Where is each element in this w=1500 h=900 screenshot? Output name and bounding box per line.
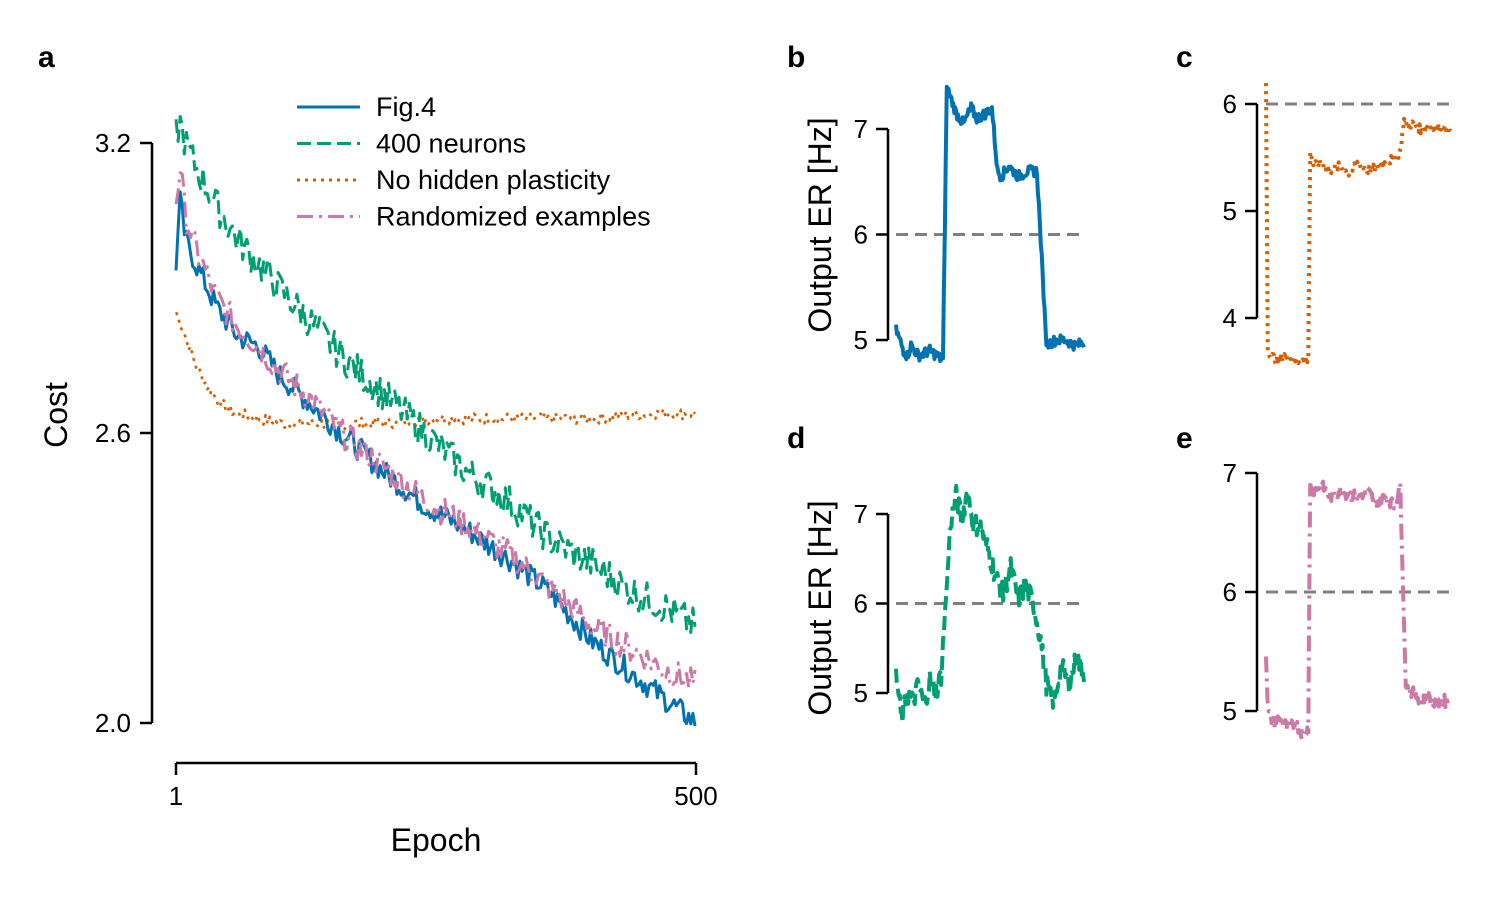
panel-e-y-tick-label: 6 xyxy=(1223,577,1237,607)
panel-letter-e: e xyxy=(1176,422,1193,455)
panel-d-output-rate: 5 6 7 xyxy=(854,483,1086,725)
panel-b-y-axis-title: Output ER [Hz] xyxy=(802,117,838,332)
panel-b-output-rate: 5 6 7 xyxy=(854,84,1086,364)
legend-label: Randomized examples xyxy=(376,202,651,232)
panel-letter-d: d xyxy=(787,422,805,455)
panel-d-y-tick-label: 7 xyxy=(854,499,868,529)
panel-a-y-tick-label: 2.6 xyxy=(95,418,131,448)
panel-b-series-line xyxy=(894,84,1086,364)
panel-letter-b: b xyxy=(787,41,805,74)
panel-letter-a: a xyxy=(38,41,55,74)
panel-e-y-tick-label: 7 xyxy=(1223,458,1237,488)
series-line-no-hidden-plasticity xyxy=(174,311,697,431)
panel-a-x-tick-label: 1 xyxy=(169,781,183,811)
legend-label: Fig.4 xyxy=(376,92,436,122)
panel-a-series xyxy=(174,115,697,727)
panel-c-y-tick-label: 5 xyxy=(1223,196,1237,226)
panel-e-y-tick-label: 5 xyxy=(1223,696,1237,726)
legend-label: No hidden plasticity xyxy=(376,165,611,195)
panel-a-cost-vs-epoch: 2.0 2.6 3.2 1 500 Epoch Cost Fig.4 400 neuron… xyxy=(38,92,718,858)
panel-a-y-axis-title: Cost xyxy=(38,382,74,448)
panel-letter-c: c xyxy=(1176,41,1193,74)
panel-d-y-tick-label: 5 xyxy=(854,678,868,708)
legend-label: 400 neurons xyxy=(376,129,526,159)
panel-b-y-tick-label: 5 xyxy=(854,325,868,355)
panel-d-series-line xyxy=(894,483,1086,725)
panel-c-output-rate: 4 5 6 xyxy=(1223,83,1452,367)
panel-c-y-tick-label: 6 xyxy=(1223,89,1237,119)
series-line-randomized-examples xyxy=(174,171,697,689)
panel-e-output-rate: 5 6 7 xyxy=(1223,458,1452,742)
panel-e-series-line xyxy=(1264,479,1452,742)
panel-a-x-tick-label: 500 xyxy=(674,781,717,811)
panel-a-x-axis-title: Epoch xyxy=(391,822,482,858)
panel-a-y-tick-label: 2.0 xyxy=(95,708,131,738)
panel-d-y-axis-title: Output ER [Hz] xyxy=(802,500,838,715)
panel-a-y-tick-label: 3.2 xyxy=(95,128,131,158)
series-line-400-neurons xyxy=(174,115,697,634)
panel-c-series-line xyxy=(1264,83,1452,367)
panel-b-y-tick-label: 6 xyxy=(854,220,868,250)
panel-b-y-tick-label: 7 xyxy=(854,114,868,144)
legend: Fig.4 400 neurons No hidden plasticity Rand… xyxy=(297,92,651,232)
panel-c-y-tick-label: 4 xyxy=(1223,303,1237,333)
panel-a-axes: 2.0 2.6 3.2 1 500 xyxy=(95,128,718,811)
panel-d-y-tick-label: 6 xyxy=(854,589,868,619)
